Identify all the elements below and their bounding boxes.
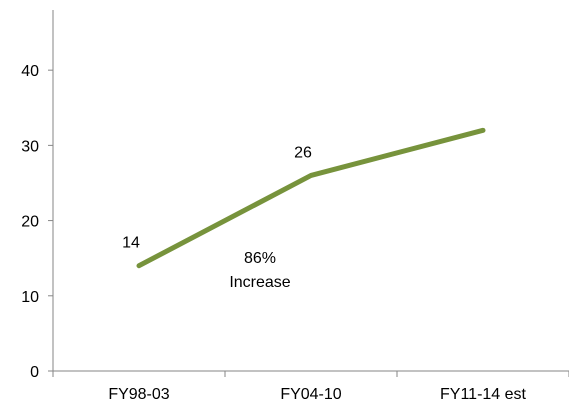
y-tick-label: 40 [21,63,39,80]
data-labels: 14 26 [122,144,312,251]
y-tick-label: 0 [30,364,39,381]
y-tick-label: 20 [21,214,39,231]
series-line [136,127,486,269]
data-label: 14 [122,235,140,252]
x-tick-labels: FY98-03 FY04-10 FY11-14 est [108,386,526,403]
y-tick-label: 10 [21,289,39,306]
annotation-increase: Increase [229,274,290,291]
x-tick-label: FY04-10 [280,386,341,403]
data-label: 26 [294,144,312,161]
x-tick-label: FY98-03 [108,386,169,403]
annotation-percent: 86% [244,250,276,267]
y-tick-labels: 0 10 20 30 40 [21,63,39,381]
y-tick-label: 30 [21,138,39,155]
x-tick-label: FY11-14 est [440,386,527,403]
axes [48,10,569,377]
series-lines [136,127,486,269]
